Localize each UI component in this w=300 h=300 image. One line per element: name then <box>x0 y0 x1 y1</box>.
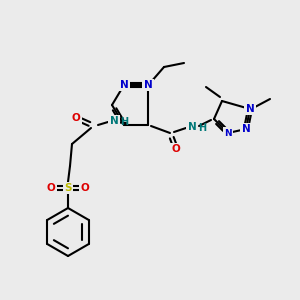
Text: H: H <box>120 117 128 127</box>
Text: N: N <box>242 124 250 134</box>
Text: O: O <box>81 183 89 193</box>
Text: N: N <box>144 80 152 90</box>
Text: N: N <box>188 122 196 132</box>
Text: N: N <box>110 116 118 126</box>
Text: O: O <box>172 144 180 154</box>
Text: N: N <box>246 104 254 114</box>
Text: N: N <box>120 80 128 90</box>
Text: O: O <box>46 183 56 193</box>
Text: S: S <box>64 183 72 193</box>
Text: H: H <box>198 123 206 133</box>
Text: O: O <box>72 113 80 123</box>
Text: N: N <box>224 128 232 137</box>
